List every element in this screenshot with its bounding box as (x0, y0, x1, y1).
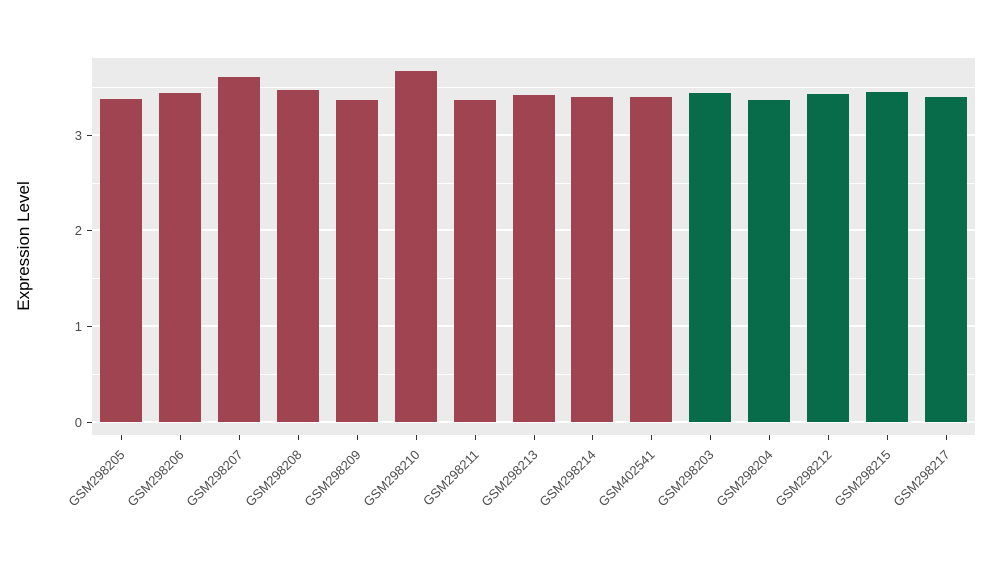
x-tick-mark (945, 435, 947, 440)
bar-GSM298210 (394, 71, 437, 422)
y-tick-label: 0 (74, 415, 82, 430)
bar-GSM298206 (159, 93, 202, 422)
x-tick-mark (474, 435, 476, 440)
y-tick-mark (87, 326, 92, 328)
y-tick-mark (87, 230, 92, 232)
y-tick-mark (87, 422, 92, 423)
plot-panel (92, 58, 975, 435)
x-tick-mark (298, 435, 300, 440)
x-tick-mark (651, 435, 653, 440)
bar-GSM298203 (689, 93, 732, 422)
x-tick-mark (886, 435, 888, 440)
y-axis-title-text: Expression Level (14, 181, 33, 311)
bar-GSM298212 (806, 94, 849, 422)
x-tick-mark (180, 435, 182, 440)
bar-GSM298211 (453, 100, 496, 422)
x-tick-mark (592, 435, 594, 440)
x-tick-mark (415, 435, 417, 440)
y-tick-label: 3 (74, 127, 82, 143)
bar-GSM298213 (512, 95, 555, 422)
bar-GSM298204 (747, 100, 790, 422)
bar-GSM402541 (630, 97, 673, 422)
bar-GSM298208 (277, 89, 320, 422)
bar-GSM298215 (865, 91, 908, 422)
y-tick-mark (87, 134, 92, 136)
y-tick-label: 2 (74, 223, 82, 239)
bar-GSM298209 (335, 100, 378, 422)
x-tick-mark (710, 435, 712, 440)
x-tick-mark (768, 435, 770, 440)
bar-GSM298217 (924, 97, 967, 422)
y-tick-label: 1 (74, 319, 82, 335)
x-tick-mark (239, 435, 241, 440)
x-tick-mark (121, 435, 123, 440)
x-tick-mark (827, 435, 829, 440)
gridline-major (92, 421, 975, 423)
x-tick-mark (533, 435, 535, 440)
x-tick-mark (356, 435, 358, 440)
bar-GSM298205 (100, 99, 143, 422)
bar-GSM298207 (218, 77, 261, 422)
gridline-minor (92, 86, 975, 88)
bar-GSM298214 (571, 97, 614, 422)
